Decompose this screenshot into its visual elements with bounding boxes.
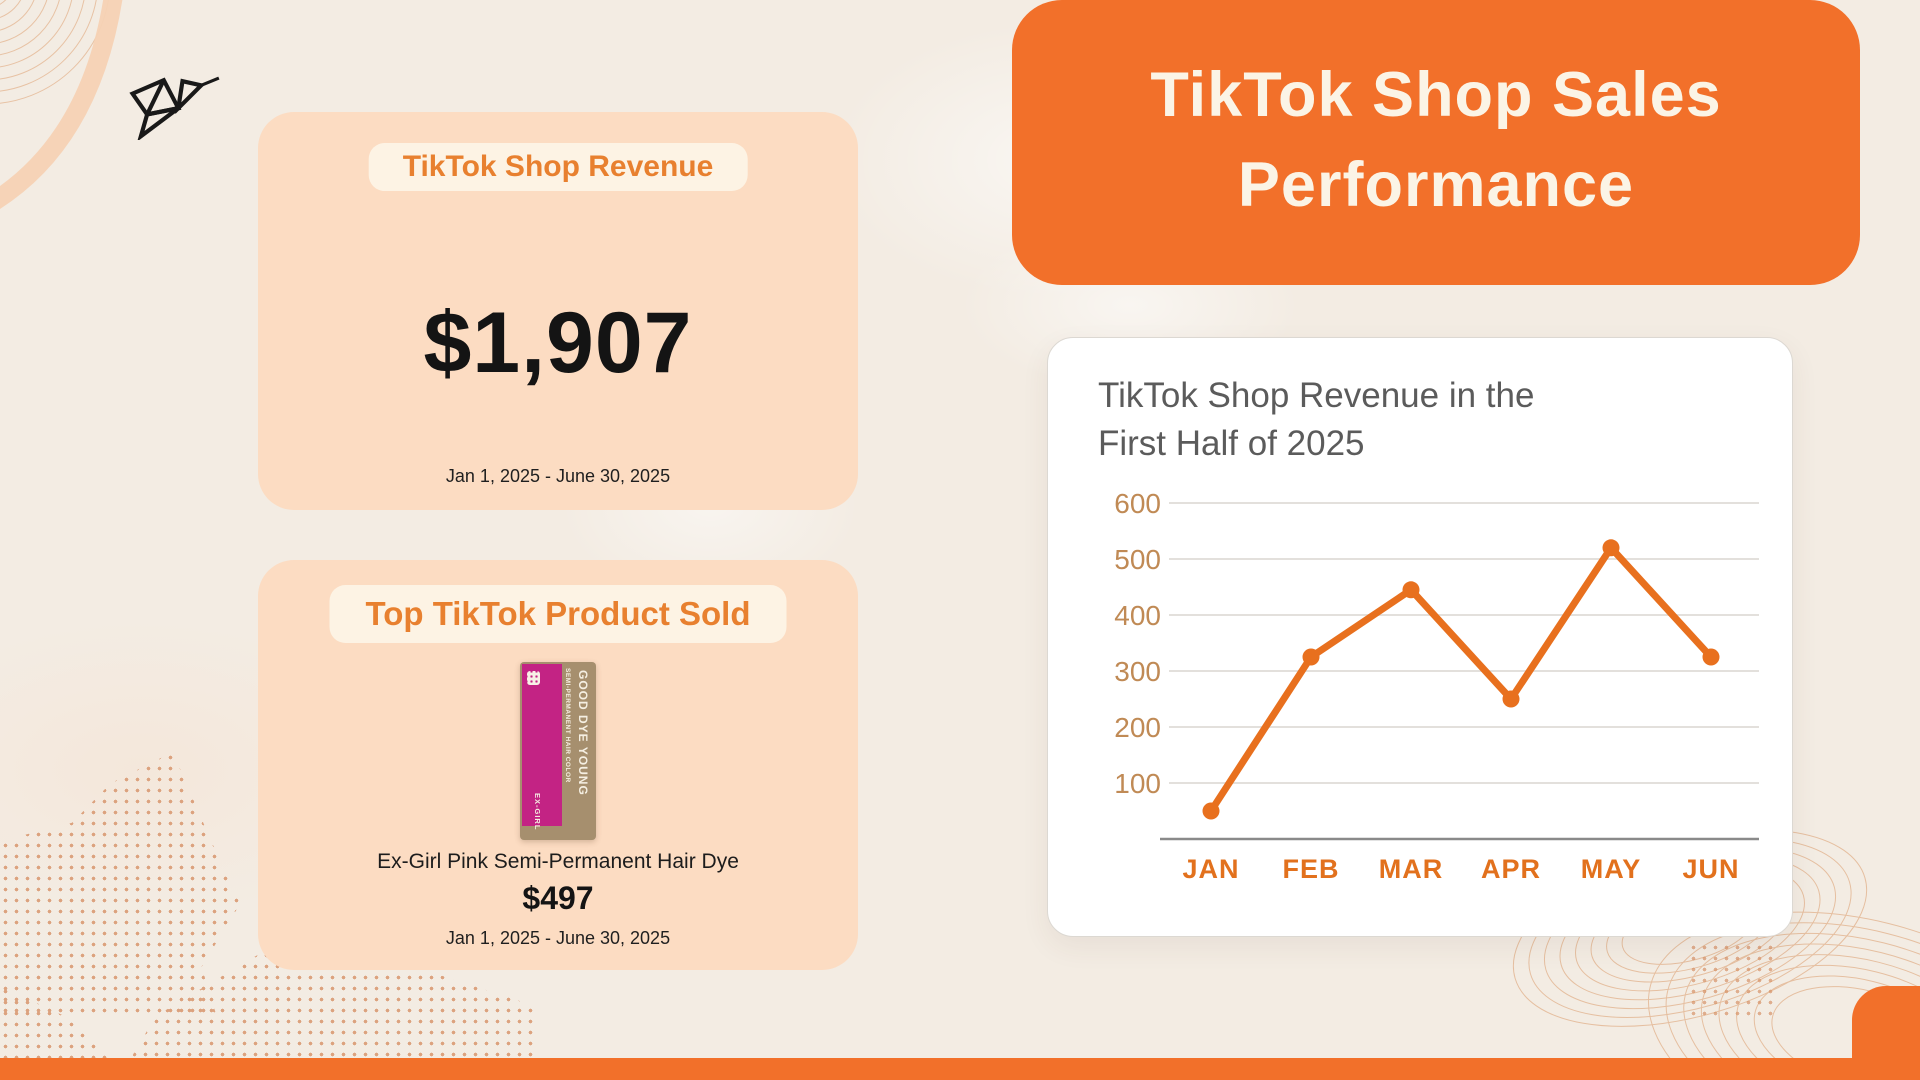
top-product-badge-label: Top TikTok Product Sold	[365, 595, 751, 632]
svg-text:100: 100	[1114, 768, 1161, 799]
top-product-card: Top TikTok Product Sold GOOD DYE YOUNG S…	[258, 560, 858, 970]
page-title: TikTok Shop Sales Performance	[1150, 60, 1722, 220]
revenue-card-badge: TikTok Shop Revenue	[368, 143, 748, 191]
svg-text:300: 300	[1114, 656, 1161, 687]
chart-card: TikTok Shop Revenue in the First Half of…	[1047, 337, 1793, 937]
svg-text:APR: APR	[1481, 854, 1541, 884]
product-price: $497	[522, 880, 594, 916]
dot-pattern-bottom-left-peak	[0, 752, 240, 1014]
origami-hummingbird-logo	[129, 76, 220, 140]
package-brand-text: GOOD DYE YOUNG	[576, 670, 590, 796]
corner-decoration-top-left	[0, 0, 123, 209]
svg-text:500: 500	[1114, 544, 1161, 575]
revenue-amount: $1,907	[423, 295, 693, 391]
svg-text:MAR: MAR	[1379, 854, 1444, 884]
svg-text:JAN: JAN	[1182, 854, 1239, 884]
product-date-range: Jan 1, 2025 - June 30, 2025	[445, 928, 671, 948]
svg-text:200: 200	[1114, 712, 1161, 743]
top-product-badge: Top TikTok Product Sold	[329, 585, 787, 643]
title-banner: TikTok Shop Sales Performance	[1012, 0, 1860, 285]
revenue-card-badge-label: TikTok Shop Revenue	[402, 150, 714, 183]
svg-text:JUN: JUN	[1682, 854, 1739, 884]
svg-text:MAY: MAY	[1581, 854, 1642, 884]
revenue-date-range: Jan 1, 2025 - June 30, 2025	[445, 466, 671, 486]
package-subtitle-text: SEMI-PERMANENT HAIR COLOR	[564, 668, 571, 783]
package-shade-text: EX-GIRL	[533, 792, 542, 830]
svg-text:400: 400	[1114, 600, 1161, 631]
revenue-card: TikTok Shop Revenue $1,907 Jan 1, 2025 -…	[258, 112, 858, 510]
orange-corner-blob	[1852, 986, 1920, 1058]
product-package-image: GOOD DYE YOUNG SEMI-PERMANENT HAIR COLOR…	[520, 662, 596, 840]
package-magenta-panel	[522, 664, 562, 826]
bottom-orange-bar	[0, 1058, 1920, 1080]
revenue-line-chart: 100 200 300 400 500 600 JAN FEB MAR APR MAY JUN	[1114, 488, 1759, 884]
product-name: Ex-Girl Pink Semi-Permanent Hair Dye	[377, 850, 739, 873]
chart-title: TikTok Shop Revenue in the First Half of…	[1098, 376, 1535, 463]
svg-text:600: 600	[1114, 488, 1161, 519]
package-logo-icon	[527, 671, 540, 685]
svg-text:FEB: FEB	[1283, 854, 1340, 884]
